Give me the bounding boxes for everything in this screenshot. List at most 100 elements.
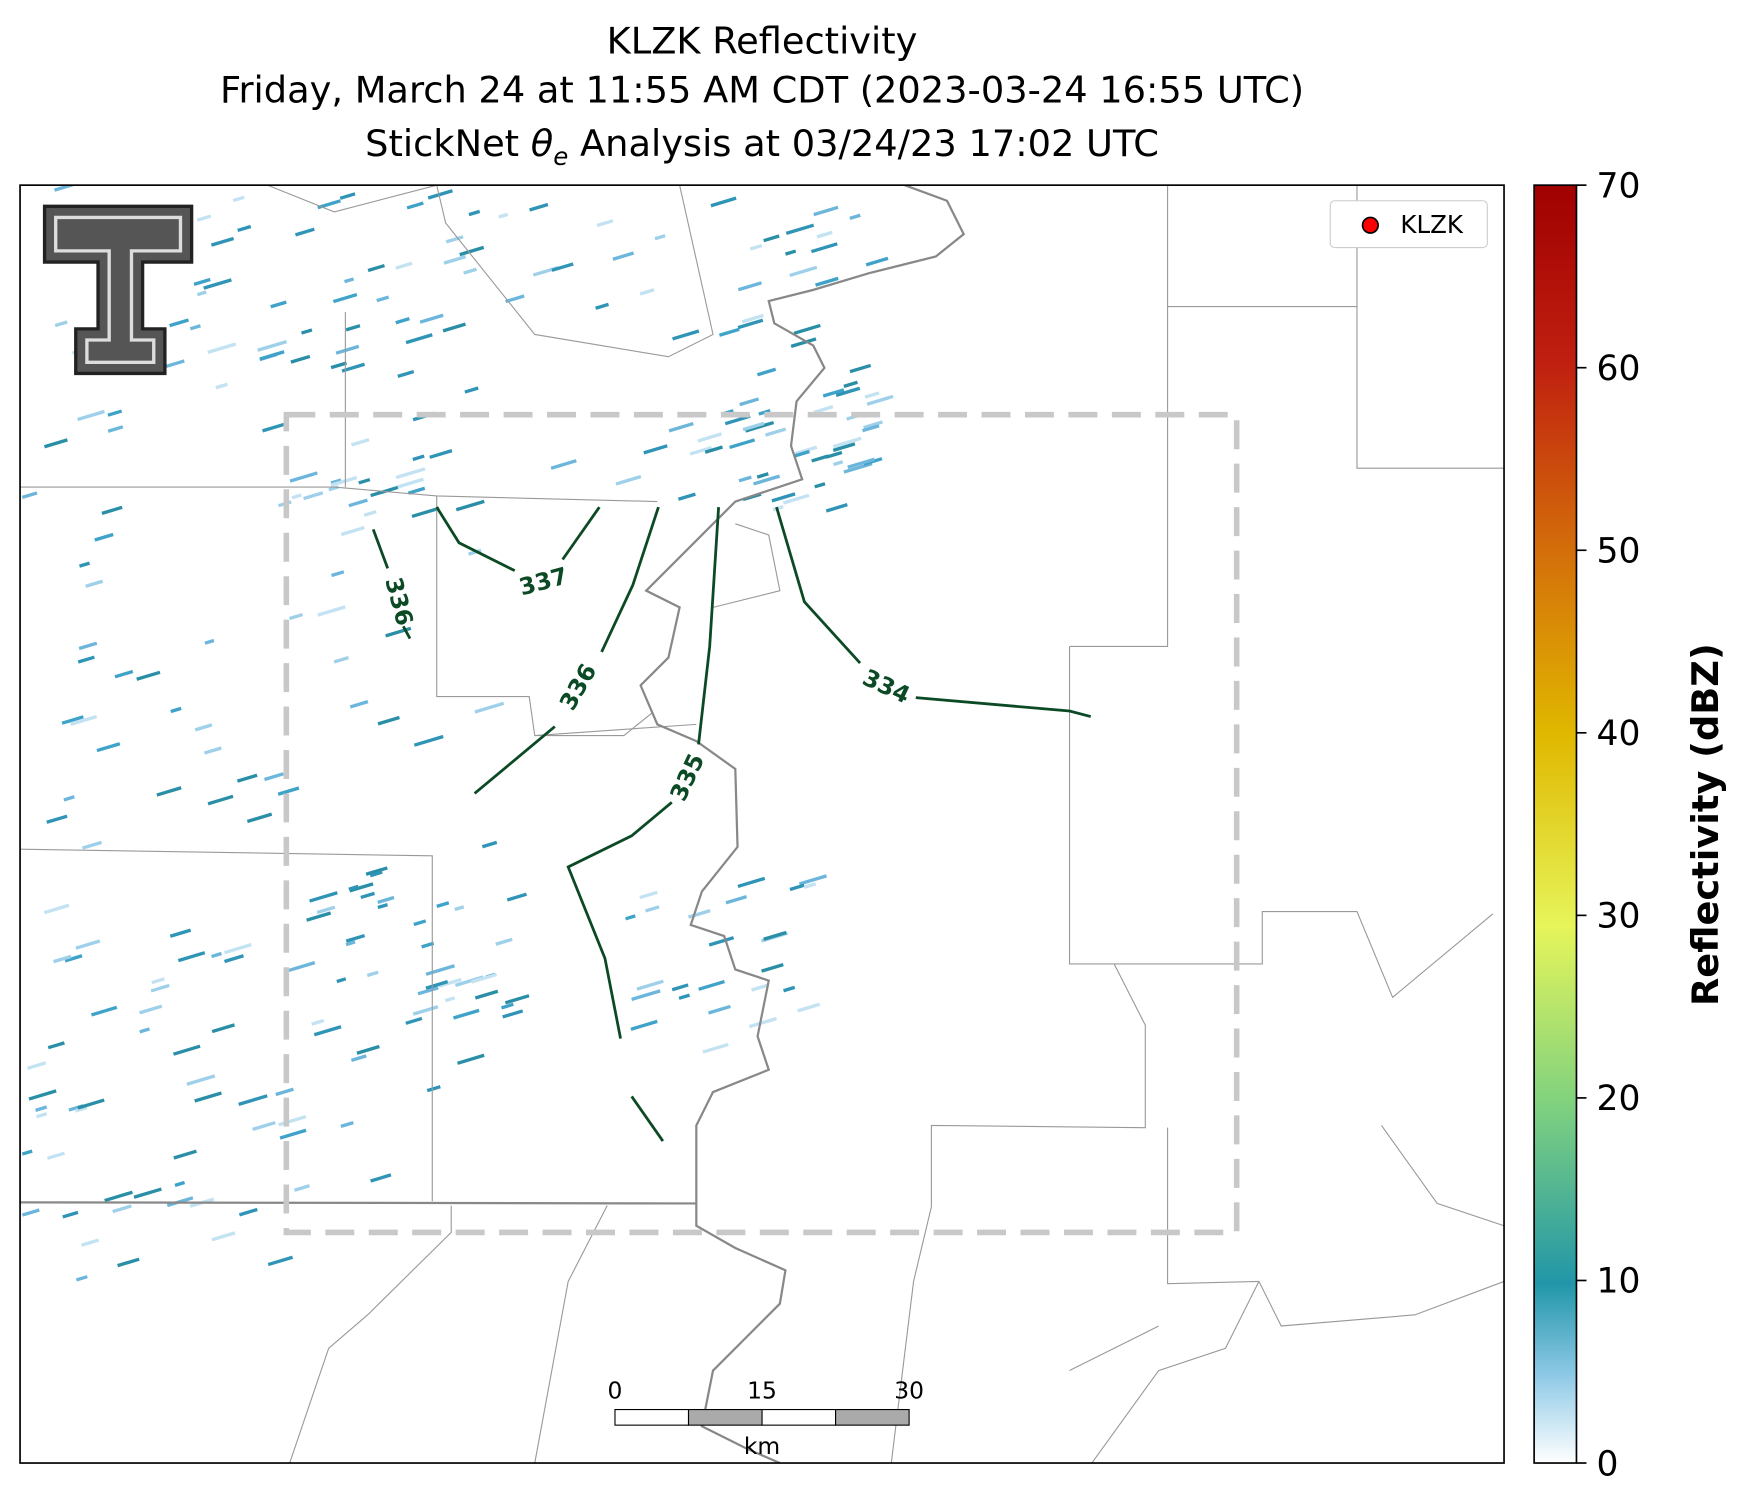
radar-echo: [303, 491, 324, 501]
radar-echo: [377, 903, 388, 910]
title-text: Analysis at 03/24/23 17:02 UTC: [568, 122, 1159, 165]
radar-echo: [464, 386, 479, 394]
radar-echo: [173, 1149, 197, 1160]
radar-echo: [455, 499, 485, 512]
colorbar: [1533, 184, 1578, 1464]
radar-echo: [784, 249, 797, 256]
scale-tick-label: 0: [608, 1376, 623, 1404]
radar-echo: [150, 983, 170, 993]
radar-echo: [687, 909, 711, 919]
radar-echo: [843, 380, 858, 388]
radar-echo: [189, 324, 201, 331]
radar-echo: [316, 905, 336, 915]
radar-echo: [764, 427, 787, 437]
radar-echo: [405, 333, 433, 345]
radar-echo: [756, 367, 777, 377]
radar-echo: [406, 201, 424, 210]
radar-echo: [865, 256, 889, 267]
radar-echo: [752, 474, 781, 486]
radar-echo: [117, 1257, 140, 1268]
legend: KLZK: [1329, 200, 1488, 249]
radar-echo: [443, 255, 467, 265]
radar-echo: [306, 911, 332, 922]
radar-echo: [407, 486, 426, 495]
radar-echo: [330, 478, 342, 485]
radar-echo: [411, 506, 440, 519]
radar-echo: [708, 1004, 731, 1015]
radar-echo: [454, 905, 465, 912]
radar-echo: [349, 882, 374, 893]
radar-echo: [340, 1121, 354, 1128]
radar-echo: [96, 742, 121, 753]
radar-echo: [172, 1044, 201, 1056]
radar-echo: [74, 1105, 88, 1113]
radar-echo: [170, 706, 182, 714]
radar-echo: [811, 454, 829, 463]
radar-echo: [174, 1180, 186, 1187]
scale-segment: [761, 1408, 837, 1426]
radar-echo: [53, 185, 77, 192]
scale-bar: 0 15 30 km: [608, 1376, 924, 1460]
radar-echo: [835, 386, 861, 397]
radar-echo: [376, 295, 390, 303]
radar-echo: [317, 605, 346, 617]
radar-echo: [156, 786, 182, 797]
radar-echo: [177, 951, 206, 963]
colorbar-tick-label: 50: [1597, 532, 1641, 572]
title-line: StickNet θe Analysis at 03/24/23 17:02 U…: [365, 122, 1159, 171]
radar-echo: [301, 328, 313, 335]
radar-echo: [495, 937, 513, 946]
radar-echo: [639, 890, 658, 900]
radar-echo: [232, 195, 245, 203]
radar-echo: [813, 205, 839, 217]
radar-echo: [596, 219, 614, 228]
radar-echo: [270, 300, 287, 309]
radar-echo: [425, 964, 455, 976]
scale-tick-label: 15: [747, 1376, 777, 1404]
radar-echo: [413, 919, 427, 927]
contour-label: 336: [379, 574, 419, 628]
radar-echo: [708, 936, 735, 947]
radar-echo: [275, 1087, 294, 1097]
radar-echo: [345, 940, 356, 947]
radar-echo: [452, 1008, 480, 1020]
radar-echo: [78, 561, 91, 568]
radar-echo: [815, 276, 839, 287]
radar-echo: [64, 954, 83, 963]
radar-echo: [369, 870, 383, 878]
radar-echo: [785, 223, 815, 235]
radar-echo: [278, 1115, 307, 1127]
legend-label: KLZK: [1400, 210, 1463, 239]
radar-echo: [677, 492, 696, 501]
radar-echo: [698, 979, 725, 991]
radar-echo: [419, 313, 444, 324]
radar-echo: [139, 1027, 150, 1034]
radar-echo: [825, 503, 848, 513]
radar-echo: [718, 327, 740, 337]
radar-echo: [194, 723, 213, 732]
radar-echo: [169, 318, 189, 328]
radar-echo: [63, 795, 75, 802]
radar-echo: [291, 493, 302, 500]
title-text: StickNet: [365, 122, 531, 165]
radar-echo: [344, 277, 355, 284]
radar-echo: [336, 977, 347, 984]
radar-echo: [257, 339, 288, 352]
radar-echo: [277, 786, 300, 796]
radar-echo: [763, 234, 780, 243]
radar-echo: [78, 641, 98, 651]
radar-echo: [810, 242, 838, 254]
radar-echo: [395, 317, 410, 325]
radar-echo: [742, 421, 765, 432]
radar-echo: [62, 1210, 79, 1219]
radar-echo: [365, 866, 388, 876]
county-lines: [20, 185, 1505, 1464]
radar-echo: [366, 970, 379, 978]
radar-echo: [332, 292, 358, 304]
radar-echo: [238, 1207, 258, 1217]
radar-echo: [790, 337, 817, 349]
contour-label: 334: [858, 663, 914, 709]
radar-echo: [793, 449, 810, 458]
radar-echo: [866, 394, 894, 406]
radar-echo: [847, 457, 876, 469]
